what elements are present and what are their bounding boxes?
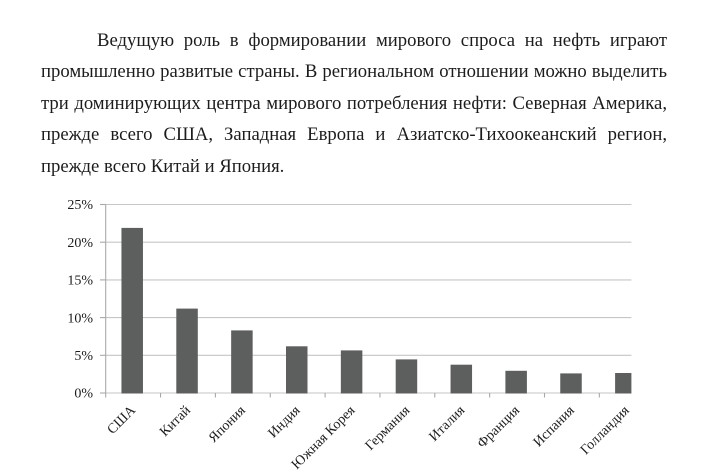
- svg-text:Китай: Китай: [157, 403, 194, 440]
- svg-text:0%: 0%: [74, 387, 93, 402]
- svg-text:15%: 15%: [67, 274, 93, 289]
- svg-text:Франция: Франция: [475, 403, 524, 452]
- svg-text:Италия: Италия: [427, 403, 469, 445]
- svg-text:Испания: Испания: [531, 403, 578, 450]
- svg-text:США: США: [105, 403, 140, 438]
- svg-text:5%: 5%: [74, 349, 93, 364]
- svg-text:Голландия: Голландия: [578, 403, 633, 458]
- svg-text:Индия: Индия: [266, 403, 304, 441]
- svg-text:10%: 10%: [67, 311, 93, 326]
- svg-text:Германия: Германия: [363, 403, 414, 454]
- svg-text:Япония: Япония: [206, 403, 249, 446]
- svg-text:20%: 20%: [67, 236, 93, 251]
- svg-text:25%: 25%: [67, 198, 93, 213]
